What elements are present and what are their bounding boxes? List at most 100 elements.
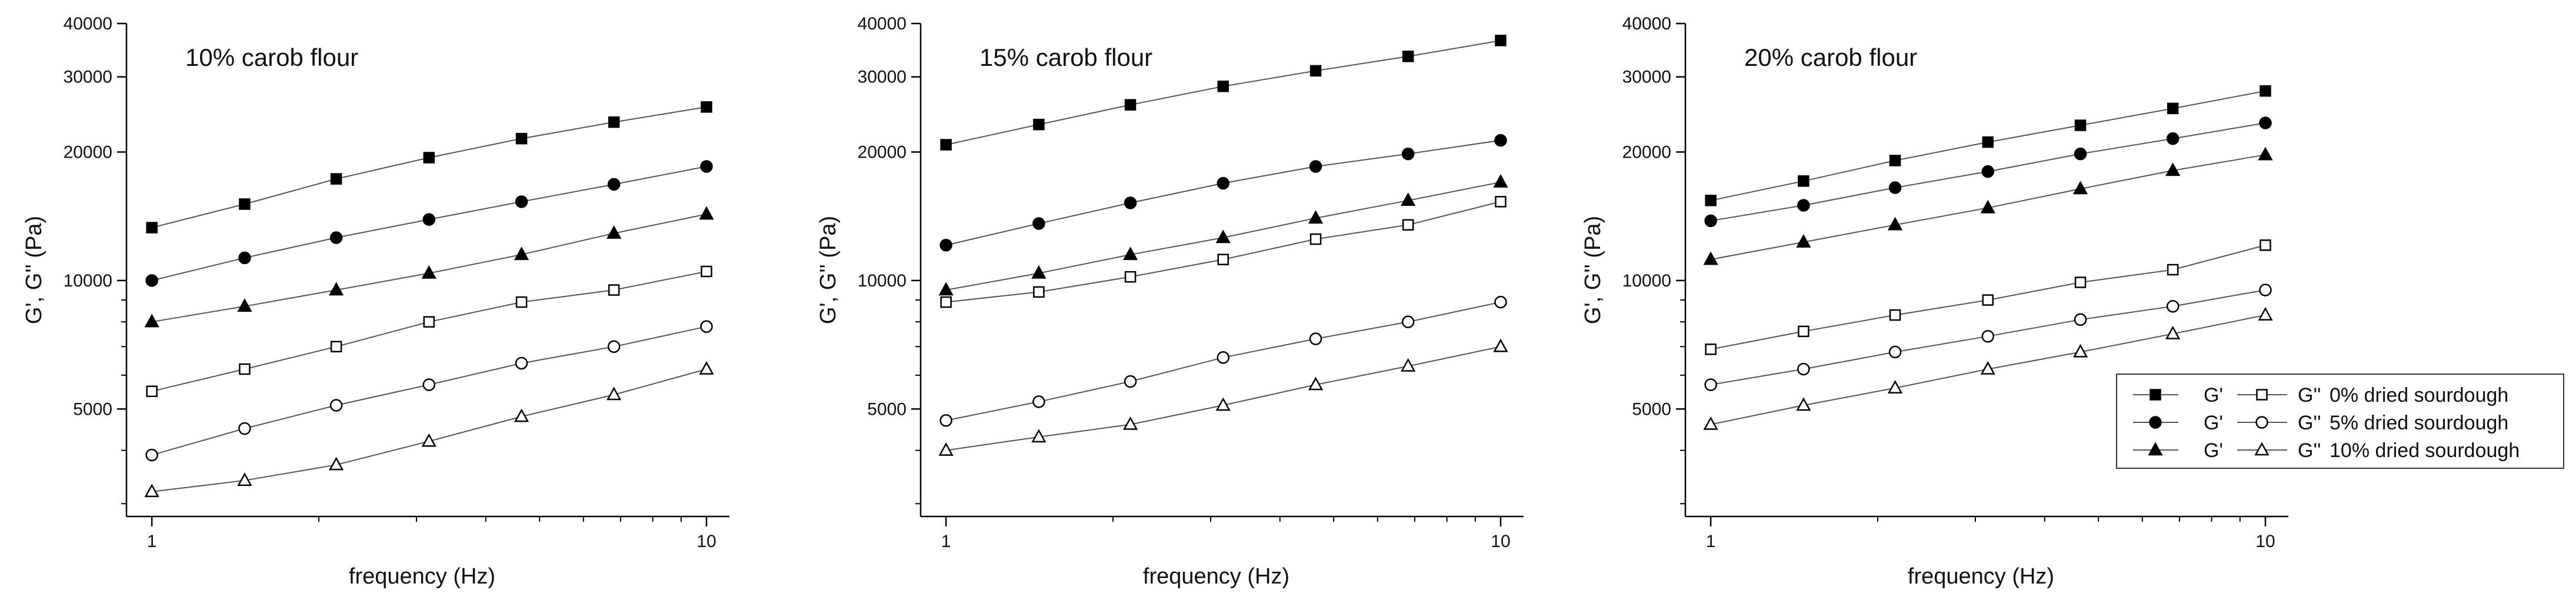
data-point-circle-open xyxy=(2166,299,2180,313)
data-point-circle-filled xyxy=(607,178,621,191)
data-point-square-open xyxy=(1309,233,1322,245)
data-point-circle-open xyxy=(1309,332,1322,345)
data-point-triangle-open xyxy=(144,484,159,498)
y-tick-label: 20000 xyxy=(64,142,112,162)
legend-g1-label: G' xyxy=(2204,384,2223,406)
y-tick-label: 10000 xyxy=(1622,271,1671,291)
data-point-circle-open xyxy=(515,356,528,370)
data-point-circle-filled xyxy=(1704,214,1717,228)
x-tick-label: 10 xyxy=(2255,532,2275,551)
data-point-circle-filled xyxy=(145,274,158,287)
data-point-triangle-open xyxy=(699,361,714,375)
series-square-loss xyxy=(940,196,1507,308)
legend-g2-label: G'' xyxy=(2298,384,2321,406)
panel-title: 20% carob flour xyxy=(1744,44,1917,71)
data-point-circle-open xyxy=(145,448,158,462)
data-point-triangle-filled xyxy=(1215,229,1231,244)
data-point-triangle-filled xyxy=(699,206,714,220)
data-point-circle-open xyxy=(2074,313,2087,326)
data-point-square-open xyxy=(2074,276,2087,288)
series-line xyxy=(945,201,1501,303)
data-point-square-open xyxy=(423,316,435,328)
y-tick-label: 30000 xyxy=(64,68,112,87)
x-tick-label: 10 xyxy=(1491,532,1510,551)
legend-entry: G' G'' 5% dried sourdough xyxy=(2133,412,2508,434)
legend-g1-label: G' xyxy=(2204,412,2223,434)
data-point-square-open xyxy=(1889,309,1901,321)
series-circle-loss xyxy=(1704,284,2272,391)
legend-square-open-icon xyxy=(2256,389,2268,401)
data-point-square-filled xyxy=(1705,195,1717,206)
data-point-circle-filled xyxy=(1217,176,1230,190)
legend-circle-open-icon xyxy=(2255,416,2268,429)
data-point-circle-open xyxy=(1494,295,1507,309)
data-point-triangle-filled xyxy=(1308,210,1324,224)
data-point-square-filled xyxy=(2260,85,2271,97)
y-axis-title: G', G'' (Pa) xyxy=(1581,216,1605,324)
chart-panel-1: 5000 10000 20000 30000 40000 1 10 frequency (Hz… xyxy=(22,14,729,589)
data-point-square-filled xyxy=(1124,99,1137,111)
y-axis-title: G', G'' (Pa) xyxy=(816,216,841,324)
legend-square-filled-icon xyxy=(2150,389,2161,401)
series-line xyxy=(151,106,707,228)
data-point-triangle-open xyxy=(1308,376,1324,391)
data-point-square-filled xyxy=(423,152,435,164)
y-tick-label: 10000 xyxy=(64,271,112,291)
data-point-square-open xyxy=(1495,196,1507,208)
data-point-circle-filled xyxy=(1981,165,1995,178)
panel-title: 10% carob flour xyxy=(185,44,358,71)
data-point-square-filled xyxy=(940,139,952,151)
data-point-square-filled xyxy=(1217,81,1229,92)
y-tick-label: 40000 xyxy=(1622,14,1671,34)
data-point-square-open xyxy=(1798,325,1809,338)
data-point-circle-filled xyxy=(238,251,251,265)
data-point-square-filled xyxy=(1982,136,1994,148)
legend-triangle-open-icon xyxy=(2254,442,2270,456)
data-point-circle-filled xyxy=(1494,134,1507,147)
data-point-triangle-filled xyxy=(938,282,954,296)
data-point-circle-filled xyxy=(2259,116,2272,129)
data-point-circle-filled xyxy=(2166,132,2180,145)
legend-circle-filled-icon xyxy=(2149,416,2162,429)
data-point-circle-open xyxy=(1888,345,1902,359)
data-point-circle-filled xyxy=(422,213,436,226)
data-point-square-filled xyxy=(1495,35,1507,46)
series-triangle-loss xyxy=(1703,306,2273,430)
data-point-square-open xyxy=(2260,239,2271,251)
data-point-triangle-open xyxy=(1493,338,1508,352)
data-point-triangle-filled xyxy=(2258,146,2273,161)
series-circle-storage xyxy=(145,160,713,287)
data-point-circle-open xyxy=(607,340,621,354)
data-point-triangle-open xyxy=(2258,306,2273,321)
data-point-square-filled xyxy=(2074,119,2087,131)
legend-entry-label: 5% dried sourdough xyxy=(2330,412,2508,434)
legend-box xyxy=(2116,374,2564,469)
x-axis-title: frequency (Hz) xyxy=(1908,564,2054,589)
y-tick-label: 40000 xyxy=(858,14,907,34)
data-point-circle-filled xyxy=(1888,181,1902,194)
y-tick-label: 5000 xyxy=(73,399,112,419)
data-point-circle-open xyxy=(1981,329,1995,343)
data-point-square-open xyxy=(1033,286,1045,298)
y-tick-label: 30000 xyxy=(1622,68,1671,87)
data-point-triangle-open xyxy=(938,442,954,456)
y-tick-label: 20000 xyxy=(858,142,907,162)
panel-title: 15% carob flour xyxy=(979,44,1152,71)
series-circle-loss xyxy=(939,295,1507,427)
data-point-circle-open xyxy=(1704,378,1717,391)
y-axis-title: G', G'' (Pa) xyxy=(22,216,46,324)
data-point-triangle-filled xyxy=(514,246,529,261)
data-point-triangle-open xyxy=(1215,397,1231,411)
data-point-circle-open xyxy=(2259,284,2272,296)
legend-triangle-filled-icon xyxy=(2148,442,2163,456)
data-point-triangle-filled xyxy=(1031,265,1047,279)
y-tick-label: 10000 xyxy=(858,271,907,291)
data-point-square-open xyxy=(330,341,342,353)
x-tick-label: 1 xyxy=(147,532,157,551)
data-point-triangle-filled xyxy=(2072,181,2088,195)
data-point-square-open xyxy=(1217,254,1229,265)
y-tick-label: 20000 xyxy=(1622,142,1671,162)
data-point-square-filled xyxy=(1309,65,1322,77)
series-line xyxy=(945,139,1501,246)
